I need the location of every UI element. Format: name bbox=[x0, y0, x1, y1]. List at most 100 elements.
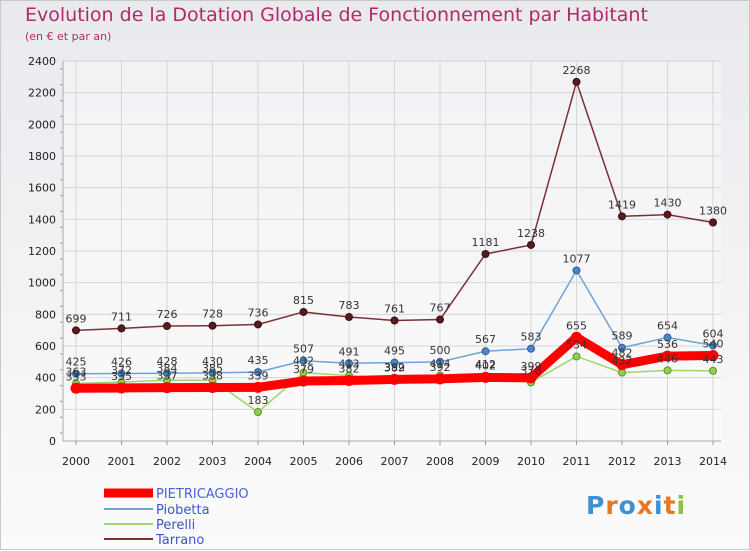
data-label-perelli: 370 bbox=[521, 364, 542, 377]
data-point-perelli bbox=[663, 366, 672, 375]
proxiti-logo: Proxiti bbox=[586, 491, 686, 520]
data-label-pietricaggio: 333 bbox=[66, 370, 87, 383]
y-tick-label: 1000 bbox=[28, 277, 56, 290]
data-label-piobetta: 426 bbox=[111, 356, 132, 369]
data-point-tarrano bbox=[254, 320, 262, 329]
y-tick-label: 600 bbox=[35, 340, 56, 353]
data-point-piobetta bbox=[618, 343, 626, 352]
y-tick-label: 1800 bbox=[28, 150, 56, 163]
y-tick-label: 2200 bbox=[28, 87, 56, 100]
logo-letter: r bbox=[605, 491, 619, 520]
data-point-tarrano bbox=[663, 210, 672, 219]
data-point-tarrano bbox=[709, 218, 717, 227]
x-tick-label: 2008 bbox=[426, 455, 454, 468]
data-label-perelli: 363 bbox=[66, 366, 87, 379]
data-point-piobetta bbox=[345, 359, 353, 368]
y-tick-label: 1600 bbox=[28, 182, 56, 195]
x-tick-label: 2013 bbox=[654, 455, 682, 468]
data-label-perelli: 413 bbox=[339, 358, 360, 371]
data-label-piobetta: 491 bbox=[339, 345, 360, 358]
chart-subtitle: (en € et par an) bbox=[25, 30, 112, 43]
data-label-pietricaggio: 655 bbox=[566, 319, 587, 332]
legend-label-tarrano: Tarrano bbox=[155, 533, 204, 548]
data-label-perelli: 183 bbox=[248, 394, 269, 407]
chart-title: Evolution de la Dotation Globale de Fonc… bbox=[25, 4, 648, 26]
x-tick-label: 2005 bbox=[290, 455, 318, 468]
data-point-pietricaggio bbox=[389, 373, 400, 385]
y-tick-label: 2400 bbox=[28, 55, 56, 68]
x-tick-label: 2011 bbox=[563, 455, 591, 468]
data-point-perelli bbox=[709, 366, 717, 375]
data-point-piobetta bbox=[663, 333, 672, 342]
x-tick-label: 2002 bbox=[153, 455, 181, 468]
data-label-perelli: 385 bbox=[202, 362, 223, 375]
data-point-pietricaggio bbox=[161, 382, 173, 394]
data-label-pietricaggio: 399 bbox=[521, 360, 542, 373]
legend-label-pietricaggio: PIETRICAGGIO bbox=[156, 487, 249, 502]
logo-letter: i bbox=[654, 491, 664, 520]
data-point-piobetta bbox=[254, 368, 262, 377]
data-point-tarrano bbox=[117, 324, 126, 333]
logo-letter: t bbox=[663, 491, 677, 520]
data-label-tarrano: 2268 bbox=[563, 64, 591, 77]
data-label-piobetta: 435 bbox=[248, 354, 269, 367]
data-point-piobetta bbox=[72, 369, 80, 378]
data-label-tarrano: 1430 bbox=[654, 197, 682, 210]
data-label-perelli: 446 bbox=[657, 352, 678, 365]
data-point-piobetta bbox=[436, 357, 444, 366]
x-tick-label: 2012 bbox=[608, 455, 636, 468]
legend-label-piobetta: Piobetta bbox=[156, 503, 210, 518]
data-label-pietricaggio: 335 bbox=[111, 370, 132, 383]
data-point-tarrano bbox=[208, 321, 217, 330]
data-label-pietricaggio: 379 bbox=[293, 363, 314, 376]
data-label-pietricaggio: 536 bbox=[657, 338, 678, 351]
y-tick-label: 1400 bbox=[28, 213, 56, 226]
logo-letter: x bbox=[636, 491, 654, 520]
data-label-tarrano: 1181 bbox=[472, 236, 500, 249]
data-label-piobetta: 430 bbox=[202, 355, 223, 368]
data-point-tarrano bbox=[436, 315, 444, 324]
data-label-tarrano: 767 bbox=[430, 302, 451, 315]
logo-letter: i bbox=[676, 491, 687, 520]
data-label-tarrano: 1238 bbox=[517, 227, 545, 240]
x-tick-label: 2006 bbox=[335, 455, 363, 468]
data-label-piobetta: 500 bbox=[430, 344, 451, 357]
data-point-pietricaggio bbox=[116, 382, 127, 394]
x-tick-label: 2003 bbox=[199, 455, 227, 468]
data-label-piobetta: 428 bbox=[157, 355, 178, 368]
data-label-tarrano: 736 bbox=[248, 306, 269, 319]
data-label-piobetta: 507 bbox=[293, 343, 314, 356]
data-label-perelli: 372 bbox=[111, 364, 132, 377]
data-point-tarrano bbox=[481, 250, 490, 259]
x-tick-label: 2009 bbox=[472, 455, 500, 468]
data-label-perelli: 432 bbox=[612, 355, 633, 368]
data-label-pietricaggio: 482 bbox=[612, 347, 633, 360]
y-tick-label: 0 bbox=[49, 435, 56, 448]
data-label-pietricaggio: 540 bbox=[703, 338, 724, 351]
data-point-pietricaggio bbox=[662, 350, 673, 362]
data-label-piobetta: 604 bbox=[703, 327, 724, 340]
data-point-piobetta bbox=[527, 344, 535, 353]
x-tick-label: 2004 bbox=[244, 455, 272, 468]
data-label-piobetta: 654 bbox=[657, 319, 678, 332]
data-point-pietricaggio bbox=[707, 350, 719, 361]
data-label-tarrano: 1419 bbox=[608, 198, 636, 211]
data-label-tarrano: 1380 bbox=[699, 205, 727, 218]
data-point-piobetta bbox=[481, 347, 490, 356]
data-label-tarrano: 711 bbox=[111, 310, 132, 323]
data-point-pietricaggio bbox=[343, 375, 355, 387]
data-label-piobetta: 589 bbox=[612, 330, 633, 343]
x-tick-label: 2001 bbox=[108, 455, 136, 468]
data-point-pietricaggio bbox=[525, 372, 537, 384]
data-label-pietricaggio: 392 bbox=[430, 361, 451, 374]
data-point-piobetta bbox=[299, 356, 308, 365]
data-point-pietricaggio bbox=[434, 373, 446, 385]
data-label-perelli: 443 bbox=[703, 353, 724, 366]
x-tick-label: 2010 bbox=[517, 455, 545, 468]
data-point-tarrano bbox=[299, 307, 308, 316]
y-tick-label: 200 bbox=[35, 403, 56, 416]
data-label-piobetta: 583 bbox=[521, 331, 542, 344]
data-point-tarrano bbox=[163, 322, 171, 331]
data-label-pietricaggio: 338 bbox=[202, 369, 223, 382]
